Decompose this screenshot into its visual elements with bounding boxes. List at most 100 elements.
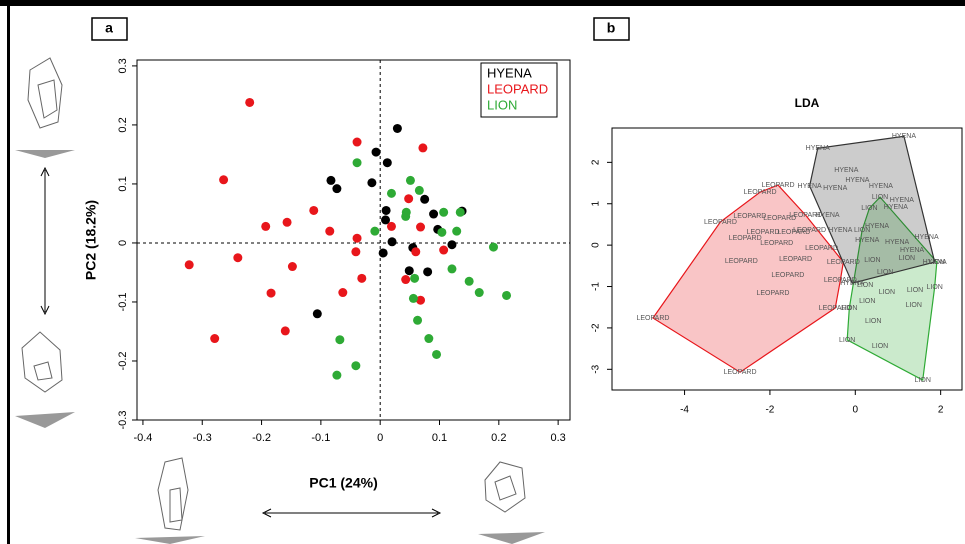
chart-title: LDA xyxy=(795,96,820,110)
point-label: HYENA xyxy=(900,247,924,254)
point-label: LEOPARD xyxy=(637,315,670,322)
point-label: LEOPARD xyxy=(827,259,860,266)
y-tick-label: 0.1 xyxy=(117,176,129,191)
panel-label: a xyxy=(105,20,113,36)
point-label: LEOPARD xyxy=(724,369,757,376)
point xyxy=(502,290,512,300)
point xyxy=(439,245,449,255)
left-border xyxy=(7,0,10,544)
point-label: LION xyxy=(865,318,881,325)
point xyxy=(381,205,391,215)
x-tick-label: 0 xyxy=(377,432,383,444)
arrow-heads xyxy=(261,508,442,518)
point xyxy=(386,221,396,231)
point-label: HYENA xyxy=(806,145,830,152)
point-label: LEOPARD xyxy=(805,245,838,252)
point xyxy=(424,334,434,344)
y-tick-label: -0.1 xyxy=(117,292,129,311)
legend-entry: LEOPARD xyxy=(487,81,548,96)
point xyxy=(420,194,430,204)
point xyxy=(184,260,194,270)
point xyxy=(452,226,462,236)
point xyxy=(423,267,433,277)
point xyxy=(352,137,362,147)
point xyxy=(378,248,388,258)
point-label: LEOPARD xyxy=(725,258,758,265)
x-tick-label: 0.3 xyxy=(550,432,565,444)
point-label: LEOPARD xyxy=(777,229,810,236)
point xyxy=(351,361,361,371)
point xyxy=(261,221,271,231)
x-tick-label: -2 xyxy=(765,405,774,416)
point-label: HYENA xyxy=(915,234,939,241)
shape-outline xyxy=(169,487,183,523)
point xyxy=(439,207,449,217)
point xyxy=(309,205,319,215)
shape-outline xyxy=(484,461,526,513)
point xyxy=(280,326,290,336)
point-label: LION xyxy=(857,282,873,289)
point-label: LION xyxy=(927,284,943,291)
point xyxy=(432,349,442,359)
point xyxy=(335,335,345,345)
point xyxy=(416,222,426,232)
y-tick-label: -2 xyxy=(591,323,602,332)
point-label: HYENA xyxy=(845,177,869,184)
point xyxy=(414,185,424,195)
point-label: LION xyxy=(872,343,888,350)
shape-outline xyxy=(33,361,53,381)
panel-label: b xyxy=(607,20,616,36)
legend-entry: HYENA xyxy=(487,65,532,80)
point-label: HYENA xyxy=(892,133,916,140)
plot-frame xyxy=(136,59,571,421)
point-label: HYENA xyxy=(823,185,847,192)
point-label: HYENA xyxy=(855,237,879,244)
point xyxy=(429,209,439,219)
y-tick-label: -0.2 xyxy=(117,351,129,370)
legend-entry: LION xyxy=(487,97,517,112)
point-label: LEOPARD xyxy=(747,229,780,236)
point xyxy=(387,237,397,247)
x-axis-label: PC1 (24%) xyxy=(309,475,377,491)
y-tick-label: 0 xyxy=(117,240,129,246)
shape-wedge xyxy=(15,150,75,158)
point xyxy=(351,247,361,257)
arrow-heads xyxy=(40,166,50,316)
point-label: LEOPARD xyxy=(779,256,812,263)
point xyxy=(326,175,336,185)
x-tick-label: -0.2 xyxy=(252,432,271,444)
point xyxy=(219,175,229,185)
shape-outline xyxy=(21,331,63,393)
point xyxy=(381,215,391,225)
y-tick-label: 0 xyxy=(591,242,602,248)
point xyxy=(408,293,418,303)
point-label: LION xyxy=(841,305,857,312)
point xyxy=(401,211,411,221)
plot-frame xyxy=(611,127,963,391)
point xyxy=(367,178,377,188)
point xyxy=(325,226,335,236)
point xyxy=(455,207,465,217)
point-label: LION xyxy=(864,257,880,264)
group-hull xyxy=(652,184,844,373)
y-tick-label: -3 xyxy=(591,364,602,373)
point xyxy=(287,262,297,272)
point-label: LEOPARD xyxy=(756,290,789,297)
point xyxy=(418,143,428,153)
y-axis-label: PC2 (18.2%) xyxy=(83,200,99,280)
y-tick-label: -0.3 xyxy=(117,411,129,430)
point xyxy=(437,227,447,237)
point xyxy=(370,226,380,236)
panel-label-box xyxy=(593,17,630,41)
x-tick-label: 0.1 xyxy=(432,432,447,444)
shape-wedge xyxy=(478,532,545,544)
point xyxy=(474,288,484,298)
point-label: LEOPARD xyxy=(729,235,762,242)
shape-outline xyxy=(157,457,189,531)
point xyxy=(338,288,348,298)
point xyxy=(404,266,414,276)
point xyxy=(233,253,243,263)
y-tick-label: 0.3 xyxy=(117,58,129,73)
point-label: LEOPARD xyxy=(771,272,804,279)
y-tick-label: 1 xyxy=(591,201,602,207)
